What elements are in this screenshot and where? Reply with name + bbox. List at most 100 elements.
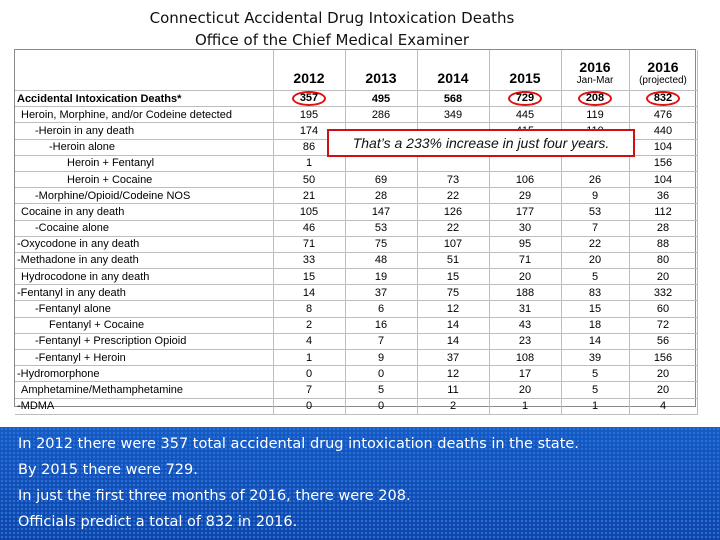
value-cell: 95 xyxy=(489,236,562,253)
value-cell: 36 xyxy=(629,187,698,205)
cell-value: 29 xyxy=(518,189,532,202)
value-cell: 119 xyxy=(561,106,630,124)
value-cell: 1 xyxy=(561,398,630,415)
value-cell: 23 xyxy=(489,333,562,351)
cell-value: 15 xyxy=(588,303,602,316)
year-header: 2014 xyxy=(417,50,490,91)
row-label: Cocaine in any death xyxy=(15,203,274,221)
cell-value: 1 xyxy=(521,400,529,413)
cell-value: 112 xyxy=(654,205,672,218)
cell-value: 20 xyxy=(656,367,670,380)
value-cell: 106 xyxy=(489,171,562,189)
value-cell: 75 xyxy=(417,284,490,302)
cell-value: 23 xyxy=(518,335,532,348)
value-cell: 14 xyxy=(273,284,346,302)
page-subtitle: Office of the Chief Medical Examiner xyxy=(194,31,470,49)
value-cell: 22 xyxy=(561,236,630,253)
value-cell: 69 xyxy=(345,171,418,189)
cell-value: 75 xyxy=(374,238,388,251)
value-cell: 48 xyxy=(345,252,418,270)
table-row: -Fentanyl + Heroin 1 9 37 108 39 156 xyxy=(15,349,698,367)
value-cell: 729 xyxy=(489,90,562,108)
row-label: Heroin, Morphine, and/or Codeine detecte… xyxy=(15,106,274,124)
value-cell: 104 xyxy=(629,139,698,156)
year-header-subtext: Jan-Mar xyxy=(576,75,614,86)
circled-value: 208 xyxy=(577,91,613,106)
value-cell: 11 xyxy=(417,381,490,399)
year-header: 2016 Jan-Mar xyxy=(561,50,630,91)
year-header: 2012 xyxy=(273,50,346,91)
cell-value: 86 xyxy=(302,141,316,154)
cell-value: 80 xyxy=(656,254,670,267)
cell-value: 476 xyxy=(653,108,673,121)
value-cell: 1 xyxy=(273,349,346,367)
value-cell: 7 xyxy=(345,333,418,351)
cell-value: 1 xyxy=(305,157,313,170)
cell-value: 195 xyxy=(299,108,319,121)
cell-value: 17 xyxy=(518,367,532,380)
cell-value: 349 xyxy=(443,108,463,121)
cell-value: 5 xyxy=(377,383,385,396)
year-header: 2013 xyxy=(345,50,418,91)
row-label: -Heroin in any death xyxy=(15,122,274,140)
value-cell: 568 xyxy=(417,90,490,108)
value-cell: 195 xyxy=(273,106,346,124)
row-label: Fentanyl + Cocaine xyxy=(15,317,274,334)
value-cell: 33 xyxy=(273,252,346,270)
value-cell: 108 xyxy=(489,349,562,367)
row-label: -Morphine/Opioid/Codeine NOS xyxy=(15,187,274,205)
table-row: -Hydromorphone 0 0 12 17 5 20 xyxy=(15,365,698,383)
cell-value: 5 xyxy=(591,270,599,283)
value-cell: 26 xyxy=(561,171,630,189)
value-cell: 9 xyxy=(561,187,630,205)
value-cell: 20 xyxy=(561,252,630,270)
cell-value: 71 xyxy=(302,238,316,251)
table-row: -Cocaine alone 46 53 22 30 7 28 xyxy=(15,220,698,237)
value-cell: 18 xyxy=(561,317,630,334)
cell-value: 0 xyxy=(377,367,385,380)
cell-value: 83 xyxy=(588,286,602,299)
cell-value: 188 xyxy=(515,286,535,299)
callout-box: That’s a 233% increase in just four year… xyxy=(327,129,635,157)
cell-value: 60 xyxy=(656,303,670,316)
value-cell: 15 xyxy=(273,268,346,286)
cell-value: 39 xyxy=(588,351,602,364)
cell-value: 26 xyxy=(588,173,602,186)
year-header: 2015 xyxy=(489,50,562,91)
cell-value: 14 xyxy=(446,319,460,332)
value-cell: 43 xyxy=(489,317,562,334)
value-cell: 15 xyxy=(561,300,630,318)
cell-value: 156 xyxy=(653,351,673,364)
cell-value: 108 xyxy=(515,351,535,364)
year-header-text: 2014 xyxy=(437,70,469,86)
value-cell xyxy=(489,155,562,172)
cell-value: 20 xyxy=(656,270,670,283)
row-label: Amphetamine/Methamphetamine xyxy=(15,381,274,399)
cell-value: 119 xyxy=(586,108,604,121)
row-label: -Methadone in any death xyxy=(15,252,274,270)
cell-value: 28 xyxy=(656,222,670,235)
cell-value: 7 xyxy=(591,222,599,235)
row-label: -Fentanyl in any death xyxy=(15,284,274,302)
year-header-text: 2012 xyxy=(293,70,325,86)
summary-line: Officials predict a total of 832 in 2016… xyxy=(18,514,298,530)
cell-value: 177 xyxy=(515,205,535,218)
value-cell: 147 xyxy=(345,203,418,221)
cell-value: 156 xyxy=(653,157,673,170)
cell-value: 95 xyxy=(518,238,532,251)
value-cell: 19 xyxy=(345,268,418,286)
cell-value: 7 xyxy=(377,335,385,348)
value-cell: 440 xyxy=(629,122,698,140)
value-cell: 188 xyxy=(489,284,562,302)
cell-value: 4 xyxy=(659,400,667,413)
value-cell: 0 xyxy=(273,365,346,383)
cell-value: 22 xyxy=(446,189,460,202)
cell-value: 2 xyxy=(449,400,457,413)
cell-value: 1 xyxy=(591,400,599,413)
value-cell: 286 xyxy=(345,106,418,124)
summary-line: In just the first three months of 2016, … xyxy=(18,488,411,504)
value-cell: 12 xyxy=(417,365,490,383)
cell-value: 69 xyxy=(374,173,388,186)
value-cell: 15 xyxy=(417,268,490,286)
row-label: -Fentanyl alone xyxy=(15,300,274,318)
